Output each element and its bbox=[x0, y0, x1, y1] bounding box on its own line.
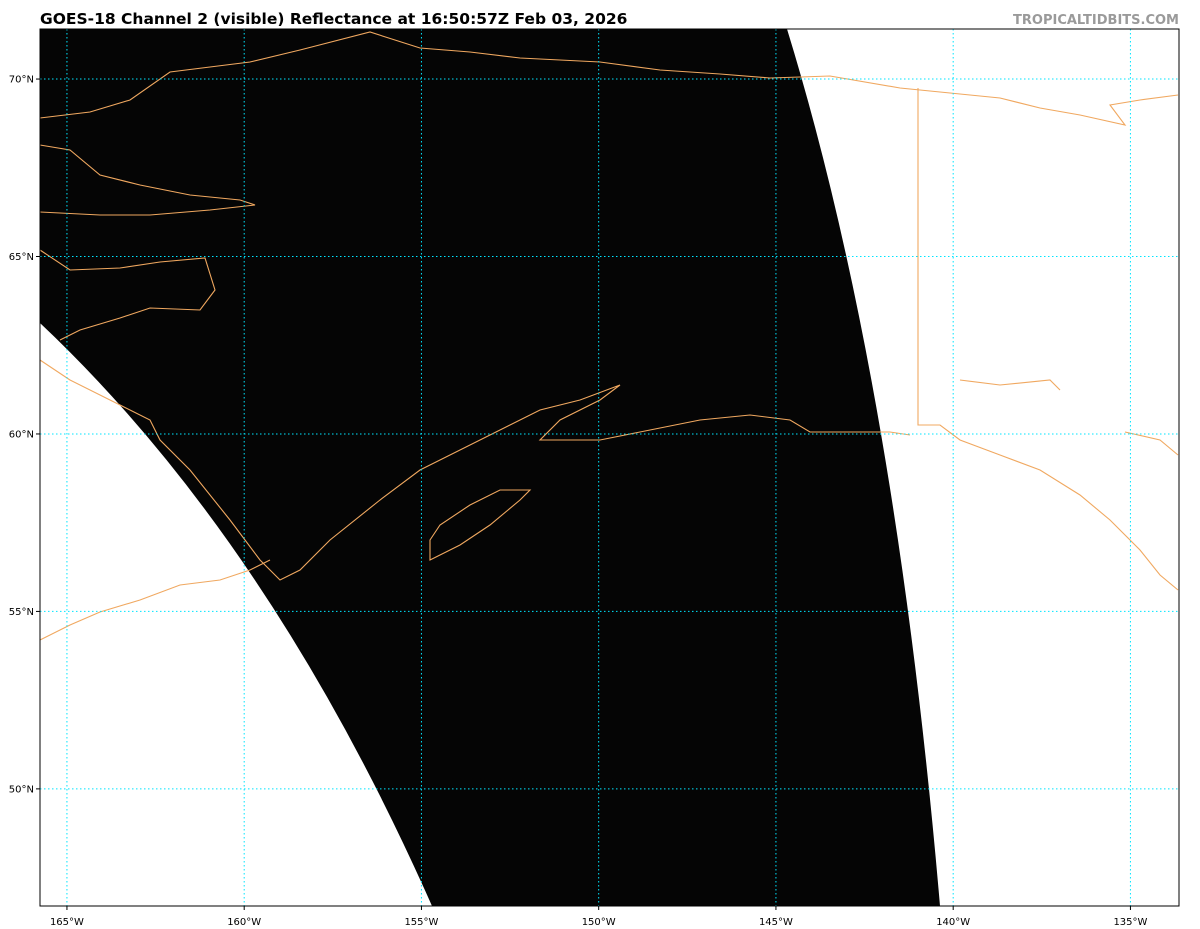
y-tick-label: 70°N bbox=[9, 75, 34, 86]
satellite-swath bbox=[40, 29, 940, 906]
y-tick-label: 60°N bbox=[9, 429, 34, 440]
coastline bbox=[39, 249, 216, 341]
plot-area bbox=[39, 28, 1180, 907]
coastline bbox=[39, 144, 256, 216]
coastlines bbox=[39, 31, 1179, 641]
y-tick-label: 65°N bbox=[9, 252, 34, 263]
x-tick-label: 165°W bbox=[50, 917, 84, 928]
coastline bbox=[39, 359, 911, 581]
coastline bbox=[959, 379, 1179, 456]
x-tick-label: 160°W bbox=[227, 917, 261, 928]
plot-frame bbox=[39, 28, 1180, 907]
x-tick-label: 135°W bbox=[1113, 917, 1147, 928]
graticule bbox=[40, 29, 1179, 906]
border bbox=[917, 88, 1179, 591]
x-tick-label: 140°W bbox=[936, 917, 970, 928]
watermark: TROPICALTIDBITS.COM bbox=[1013, 13, 1179, 28]
ticks: 165°W 160°W 155°W 150°W 145°W 140°W 135°W 50°N 5… bbox=[9, 75, 1148, 928]
y-tick-label: 55°N bbox=[9, 607, 34, 618]
x-tick-label: 145°W bbox=[759, 917, 793, 928]
coastline bbox=[39, 31, 1179, 126]
x-tick-label: 155°W bbox=[404, 917, 438, 928]
coastline bbox=[39, 559, 271, 641]
y-tick-label: 50°N bbox=[9, 784, 34, 795]
x-tick-label: 150°W bbox=[582, 917, 616, 928]
island bbox=[429, 489, 532, 561]
map-title: GOES-18 Channel 2 (visible) Reflectance … bbox=[40, 10, 627, 28]
